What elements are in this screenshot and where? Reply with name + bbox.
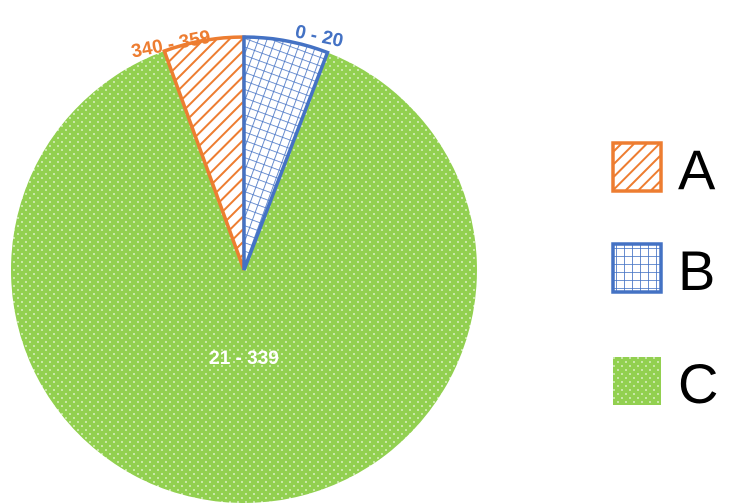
legend-label-b: B <box>678 239 715 302</box>
legend-swatch-c <box>613 357 661 405</box>
pie-slice-c <box>11 51 477 503</box>
legend-label-a: A <box>678 138 716 201</box>
pie-slices <box>11 35 477 503</box>
slice-label-c: 21 - 339 <box>209 348 279 369</box>
legend-swatch-b <box>611 242 663 294</box>
legend-swatch-a <box>611 141 663 193</box>
legend-label-c: C <box>678 352 718 415</box>
pie-slice-b <box>242 35 330 271</box>
legend: ABC <box>611 138 718 415</box>
